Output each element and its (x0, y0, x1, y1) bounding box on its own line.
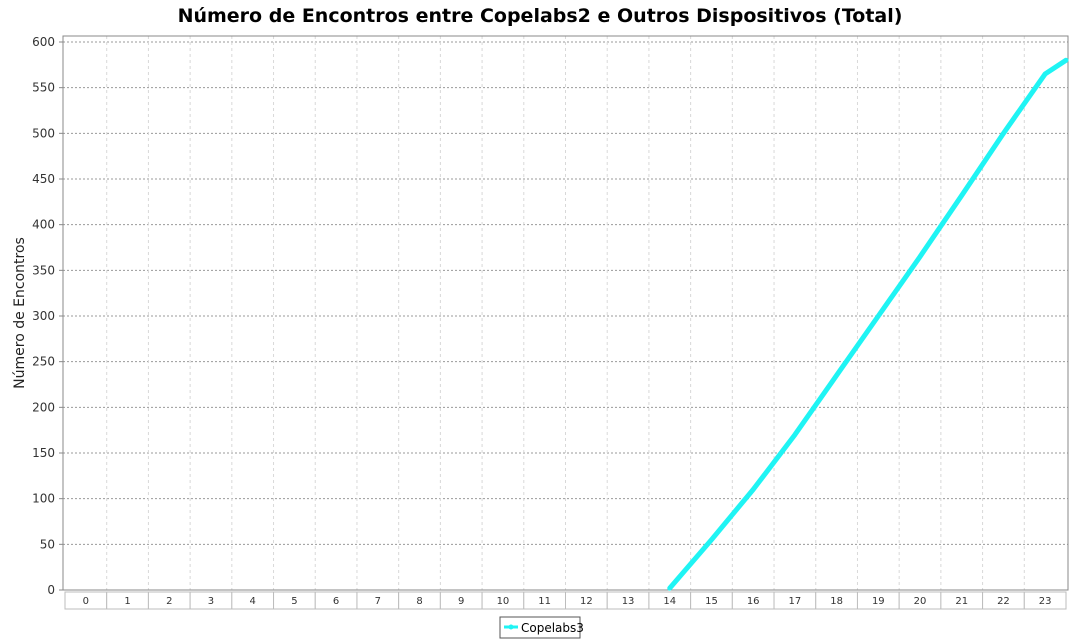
legend: Copelabs3 (499, 616, 584, 639)
plot-area (62, 35, 1069, 591)
series-layer (667, 57, 1069, 591)
y-axis-label: Número de Encontros (12, 237, 28, 389)
y-tick-label: 50 (40, 537, 55, 551)
x-tick-label: 8 (416, 596, 422, 607)
x-tick-label: 12 (580, 596, 593, 607)
x-tick-label: 19 (872, 596, 885, 607)
x-tick-label: 1 (124, 596, 130, 607)
x-tick-label: 9 (458, 596, 464, 607)
y-tick-label: 300 (32, 309, 55, 323)
x-axis-ticks: 0 1 2 3 4 5 6 7 8 9 10 11 12 13 14 15 16 17 18 19 20 21 22 23 (64, 591, 1067, 610)
legend-box (499, 616, 581, 639)
x-tick-label: 13 (622, 596, 635, 607)
x-tick-label: 21 (955, 596, 968, 607)
x-tick-label: 16 (747, 596, 760, 607)
y-tick-label: 200 (32, 400, 55, 414)
x-tick-label: 10 (497, 596, 510, 607)
x-tick-label: 15 (705, 596, 718, 607)
y-axis-ticks: 0 50 100 150 200 250 300 350 400 450 500 550 600 (32, 35, 63, 597)
y-tick-label: 100 (32, 492, 55, 506)
legend-label-copelabs3: Copelabs3 (521, 621, 584, 635)
y-tick-label: 150 (32, 446, 55, 460)
x-tick-cell (1023, 591, 1067, 610)
legend-marker-copelabs3 (508, 624, 514, 630)
y-tick-label: 400 (32, 218, 55, 232)
chart-title: Número de Encontros entre Copelabs2 e Ou… (178, 5, 903, 27)
y-tick-label: 550 (32, 81, 55, 95)
y-tick-label: 600 (32, 35, 55, 49)
x-tick-label: 6 (333, 596, 339, 607)
x-tick-label: 3 (208, 596, 214, 607)
x-tick-label: 0 (83, 596, 89, 607)
y-tick-label: 450 (32, 172, 55, 186)
x-tick-label: 20 (914, 596, 927, 607)
x-tick-label: 7 (375, 596, 381, 607)
y-tick-label: 500 (32, 126, 55, 140)
x-tick-label: 17 (789, 596, 802, 607)
x-tick-label: 11 (538, 596, 551, 607)
x-tick-label: 4 (250, 596, 256, 607)
x-tick-label: 23 (1039, 596, 1052, 607)
x-tick-label: 14 (663, 596, 676, 607)
x-tick-label: 5 (291, 596, 297, 607)
y-tick-label: 0 (47, 583, 55, 597)
series-line-copelabs3 (667, 57, 1069, 591)
x-tick-label: 22 (997, 596, 1010, 607)
y-tick-label: 350 (32, 263, 55, 277)
y-tick-label: 250 (32, 355, 55, 369)
x-tick-label: 2 (166, 596, 172, 607)
x-tick-label: 18 (830, 596, 843, 607)
grid-layer (63, 36, 1068, 590)
